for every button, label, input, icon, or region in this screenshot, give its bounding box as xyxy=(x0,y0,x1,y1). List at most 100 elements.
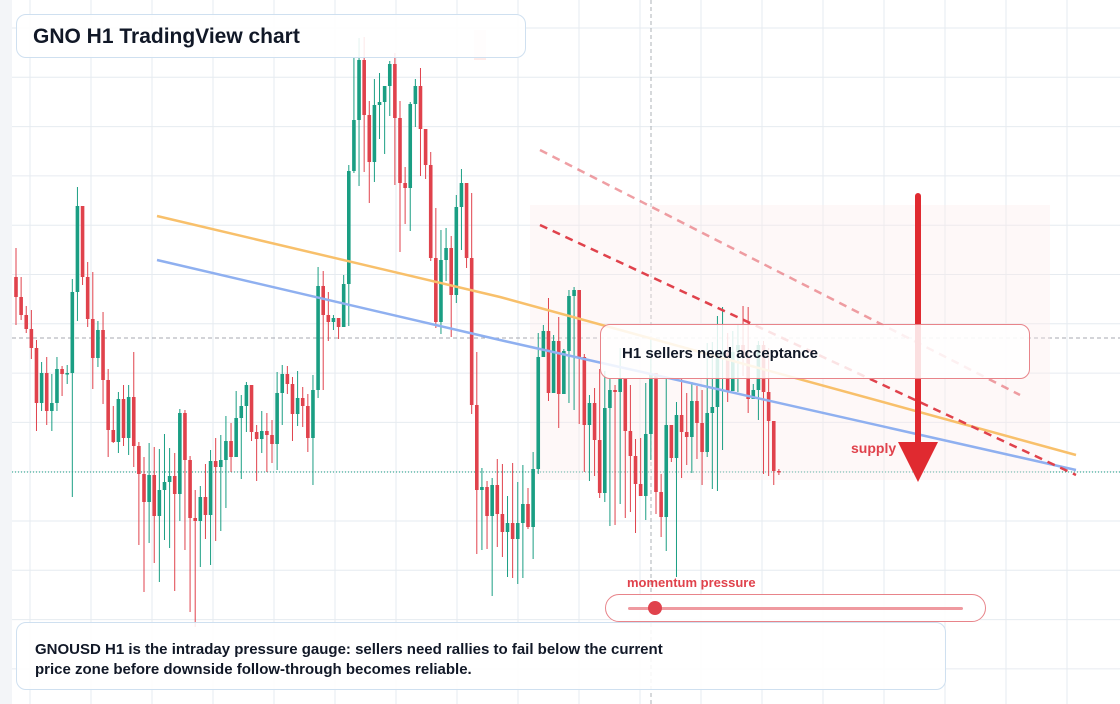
candle-body xyxy=(367,115,372,162)
candle-body xyxy=(418,86,423,129)
candle-body xyxy=(265,431,269,435)
caption-text: GNOUSD H1 is the intraday pressure gauge… xyxy=(35,641,663,678)
momentum-gauge xyxy=(605,594,986,622)
candle-body xyxy=(126,397,131,438)
candle-body xyxy=(19,297,23,315)
candle-body xyxy=(172,476,177,494)
candle-body xyxy=(152,475,157,516)
candle-body xyxy=(229,441,233,457)
sellers-callout: H1 sellers need acceptance xyxy=(600,324,1030,379)
candle-body xyxy=(70,292,75,373)
candle-body xyxy=(659,492,663,517)
candle-body xyxy=(285,374,290,384)
left-scale-strip xyxy=(0,0,12,704)
candle-body xyxy=(766,392,771,421)
candle-body xyxy=(403,183,407,188)
candle-body xyxy=(700,423,704,452)
candle-body xyxy=(633,456,638,484)
candle-body xyxy=(96,330,100,358)
candle-body xyxy=(326,315,331,322)
candle-body xyxy=(193,518,197,521)
candle-body xyxy=(244,385,249,406)
candle-body xyxy=(331,318,336,322)
candle-body xyxy=(613,390,617,392)
candle-body xyxy=(357,60,361,120)
candle-body xyxy=(290,384,295,414)
candle-body xyxy=(515,523,520,539)
candle-body xyxy=(526,504,530,527)
candle-body xyxy=(679,415,684,432)
candle-body xyxy=(618,378,622,392)
candle-body xyxy=(469,258,474,405)
candle-body xyxy=(597,440,602,493)
candle-body xyxy=(188,460,192,518)
candle-body xyxy=(546,331,551,393)
candle-body xyxy=(531,469,535,527)
candle-body xyxy=(777,471,781,473)
candle-body xyxy=(213,461,218,467)
candle-body xyxy=(142,474,146,502)
candle-body xyxy=(454,207,459,295)
candle-body xyxy=(198,497,203,521)
candle-body xyxy=(567,296,571,351)
candle-body xyxy=(111,430,116,442)
down-arrow-head xyxy=(898,442,938,482)
candle-body xyxy=(592,403,597,440)
candle-body xyxy=(439,260,443,322)
candle-body xyxy=(413,86,418,104)
candle-body xyxy=(398,118,402,183)
supply-label: supply xyxy=(851,440,897,456)
candle-body xyxy=(167,476,172,482)
candle-body xyxy=(393,64,397,118)
candle-body xyxy=(14,277,18,297)
candle-body xyxy=(34,348,39,403)
candle-body xyxy=(705,413,709,452)
candlestick-series xyxy=(14,37,781,627)
candle-body xyxy=(480,487,484,490)
candle-body xyxy=(224,441,228,460)
candle-body xyxy=(434,258,438,322)
candle-body xyxy=(121,399,126,438)
candle-body xyxy=(116,399,121,442)
candle-body xyxy=(603,408,607,493)
candle-body xyxy=(649,373,653,434)
candle-body xyxy=(387,64,392,86)
candle-body xyxy=(208,461,213,515)
candle-body xyxy=(270,435,274,444)
candle-body xyxy=(408,104,413,188)
candle-body xyxy=(131,397,136,446)
candle-body xyxy=(751,390,756,399)
candle-body xyxy=(556,341,561,394)
candle-body xyxy=(449,248,453,295)
gauge-knob xyxy=(647,601,662,615)
candle-body xyxy=(628,431,633,456)
candle-body xyxy=(582,357,587,425)
ema-slow-line xyxy=(156,258,1077,472)
candle-body xyxy=(638,484,643,496)
candle-body xyxy=(664,425,669,517)
candle-body xyxy=(311,390,315,438)
candle-body xyxy=(695,401,699,423)
candle-body xyxy=(316,286,320,390)
candle-body xyxy=(50,403,54,411)
candle-body xyxy=(771,421,776,471)
candle-body xyxy=(249,385,254,432)
candle-body xyxy=(505,523,510,532)
candle-body xyxy=(577,290,581,357)
candle-body xyxy=(551,341,556,393)
candle-body xyxy=(254,432,259,439)
candle-body xyxy=(65,373,69,375)
candle-body xyxy=(459,183,464,207)
candle-body xyxy=(321,286,325,315)
candle-body xyxy=(428,165,433,258)
candle-body xyxy=(352,120,356,171)
candle-body xyxy=(510,523,515,539)
candle-body xyxy=(377,102,382,105)
candle-body xyxy=(275,393,279,444)
candle-body xyxy=(485,487,489,516)
candle-body xyxy=(536,357,541,469)
candle-body xyxy=(203,497,208,515)
candle-body xyxy=(300,398,305,406)
candle-body xyxy=(183,413,187,460)
candle-body xyxy=(347,171,351,284)
